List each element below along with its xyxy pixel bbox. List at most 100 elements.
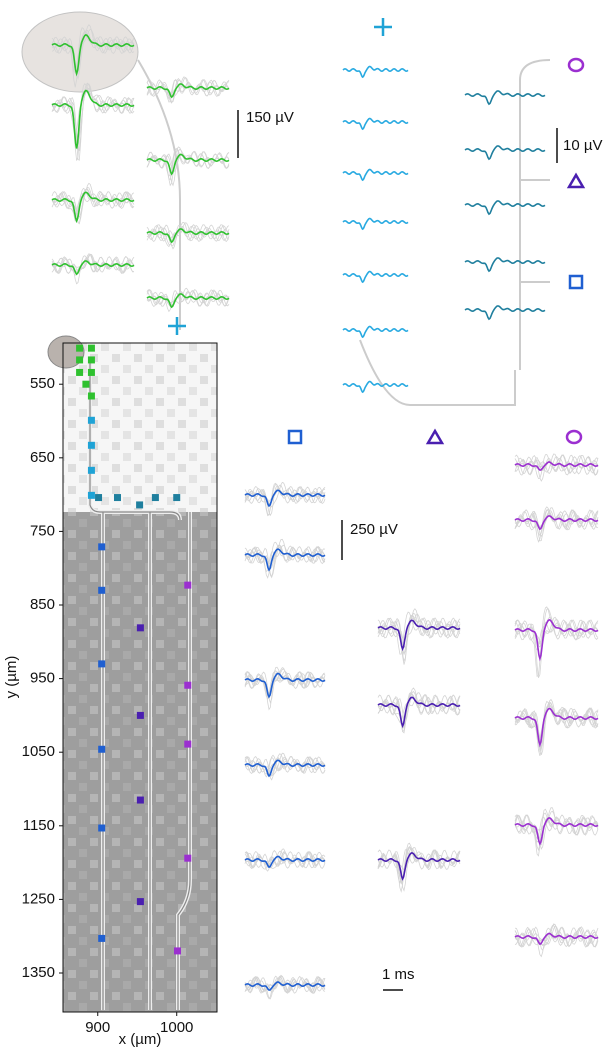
circle-marker [567, 57, 585, 73]
trace-mean [51, 191, 135, 224]
trace-mean [342, 217, 409, 231]
trace-mean [51, 89, 135, 149]
trace-mean [464, 145, 546, 161]
connector [137, 59, 551, 406]
electrode [184, 581, 192, 589]
trace-sweep [146, 146, 230, 187]
electrode [136, 501, 144, 509]
electrode [87, 466, 95, 474]
electrode [76, 368, 84, 376]
upper-region [63, 343, 217, 512]
y-tick-label: 850 [30, 596, 55, 613]
electrode [87, 356, 95, 364]
trace-sweep [514, 704, 599, 738]
trace-sweep [244, 486, 326, 505]
trace-sweep [514, 507, 599, 531]
electrode [76, 344, 84, 352]
trace-mean [377, 696, 461, 729]
electrode [87, 441, 95, 449]
y-tick-label: 650 [30, 449, 55, 466]
trace-mean [146, 293, 230, 309]
trace-sweep [51, 188, 135, 216]
trace-sweep [514, 926, 599, 952]
trace-sweep [244, 851, 326, 869]
y-tick-label: 1350 [22, 964, 55, 981]
electrode [184, 681, 192, 689]
trace-sweep [244, 850, 326, 870]
trace-mean [464, 305, 546, 321]
trace-sweep [514, 702, 599, 756]
trace-sweep [514, 923, 599, 948]
trace-sweep [377, 613, 461, 641]
lower-region [63, 512, 217, 1012]
trace-sweep [146, 224, 230, 242]
scale-label: 10 µV [563, 137, 603, 154]
electrode [113, 494, 121, 502]
trace-sweep [514, 453, 599, 476]
electrode [136, 796, 144, 804]
trace-mean [146, 228, 230, 244]
electrode [98, 745, 106, 753]
electrode [87, 392, 95, 400]
soma [47, 335, 85, 369]
trace-sweep [146, 290, 230, 307]
electrode [173, 494, 181, 502]
trace-sweep [51, 83, 135, 161]
y-tick-label: 950 [30, 670, 55, 687]
trace-sweep [514, 509, 599, 531]
trace-sweep [514, 454, 599, 476]
triangle-marker [425, 428, 445, 445]
trace-mean [342, 325, 409, 339]
trace-sweep [514, 807, 599, 850]
trace-mean [514, 707, 599, 748]
x-tick-label: 900 [85, 1019, 110, 1036]
trace-mean [464, 200, 546, 216]
electrode [98, 660, 106, 668]
circle-marker [565, 429, 583, 445]
electrode [87, 344, 95, 352]
trace-sweep [51, 256, 135, 274]
y-tick-label: 750 [30, 522, 55, 539]
trace-mean [244, 489, 326, 508]
y-tick-label: 1250 [22, 890, 55, 907]
trace-sweep [514, 616, 599, 645]
electrode [87, 368, 95, 376]
trace-sweep [377, 690, 461, 723]
trace-sweep [514, 814, 599, 836]
trace-mean [342, 380, 409, 394]
trace-mean [342, 117, 409, 131]
y-tick-label: 1150 [23, 817, 55, 834]
electrode [76, 356, 84, 364]
trace-mean [244, 981, 326, 991]
electrode [98, 824, 106, 832]
trace-sweep [514, 508, 599, 542]
trace-sweep [51, 87, 135, 138]
triangle-marker [566, 172, 586, 189]
trace-mean [244, 548, 326, 572]
electrode [136, 711, 144, 719]
electrode [151, 494, 159, 502]
trace-sweep [51, 31, 135, 76]
plot-frame [62, 342, 218, 1013]
trace-sweep [514, 619, 599, 648]
trace-sweep [51, 24, 135, 81]
electrode [95, 494, 103, 502]
trace-sweep [514, 927, 599, 958]
trace-sweep [146, 76, 230, 97]
probe-map [47, 335, 218, 1016]
electrode [98, 543, 106, 551]
trace-mean [342, 270, 409, 284]
y-tick-label: 1050 [22, 743, 55, 760]
trace-sweep [244, 545, 326, 568]
trace-sweep [377, 847, 461, 871]
trace-sweep [377, 847, 461, 883]
trace-sweep [244, 976, 326, 994]
trace-sweep [514, 703, 599, 753]
plus-marker [374, 18, 392, 36]
trace-mean [51, 34, 135, 77]
trace-sweep [146, 151, 230, 170]
trace-sweep [146, 221, 230, 248]
square-marker [568, 274, 584, 290]
trace-sweep [377, 608, 461, 656]
